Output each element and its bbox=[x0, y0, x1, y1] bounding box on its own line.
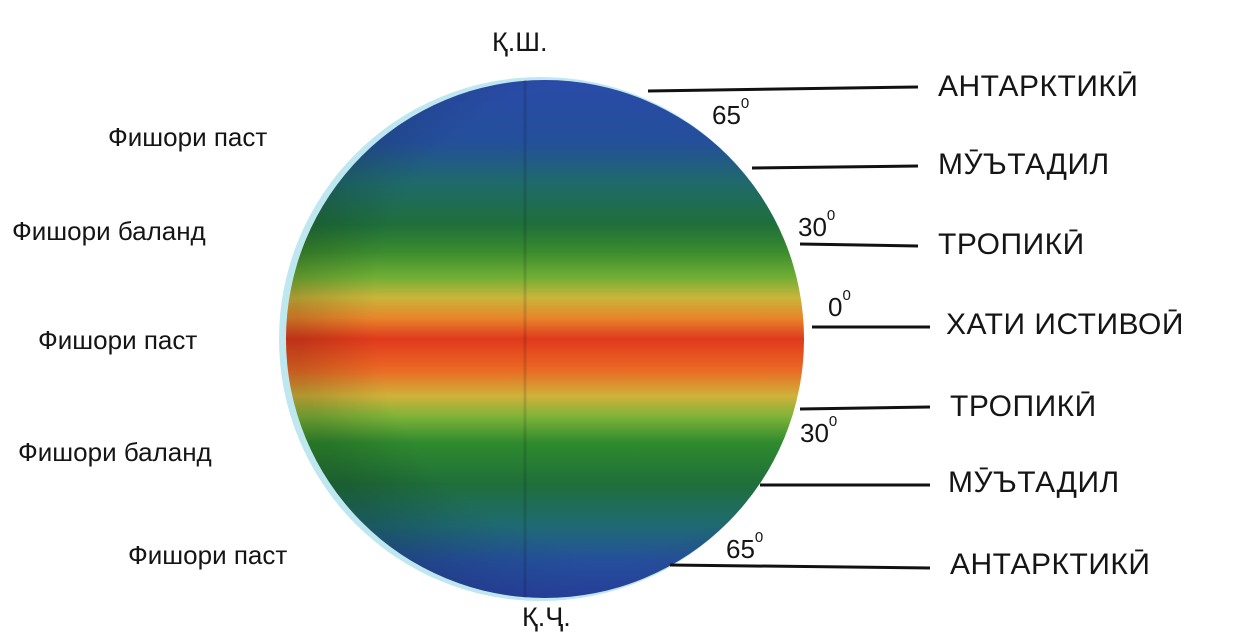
pointer-line-antarctic-south bbox=[669, 563, 931, 570]
left-label-pressure-3: Фишори паст bbox=[38, 325, 198, 355]
left-label-pressure-4: Фишори баланд bbox=[18, 437, 212, 467]
degree-label-65-north: 650 bbox=[712, 95, 750, 130]
pointer-line-antarctic-north bbox=[647, 85, 919, 93]
zone-label-equator: ХАТИ ИСТИВОӢ bbox=[946, 308, 1184, 341]
degree-label-30-north: 300 bbox=[798, 207, 836, 242]
degree-label-65-south: 650 bbox=[726, 529, 764, 564]
degree-label-0: 00 bbox=[828, 287, 851, 322]
pointer-line-temperate-north bbox=[751, 164, 919, 170]
pointer-line-tropic-north bbox=[799, 242, 919, 248]
zone-label-temperate-south: МӮЪТАДИЛ bbox=[948, 466, 1120, 499]
left-label-pressure-5: Фишори паст bbox=[128, 540, 288, 570]
south-pole-label: Қ.Ҷ. bbox=[522, 602, 571, 632]
zone-label-tropic-north: ТРОПИКӢ bbox=[938, 228, 1085, 261]
north-pole-label: Қ.Ш. bbox=[492, 27, 548, 57]
left-label-pressure-1: Фишори паст bbox=[108, 122, 268, 152]
left-label-pressure-2: Фишори баланд bbox=[12, 216, 206, 246]
pointer-line-tropic-south bbox=[799, 405, 931, 411]
zone-label-antarctic-south: АНТАРКТИКӢ bbox=[950, 548, 1151, 581]
globe-shading bbox=[286, 80, 804, 598]
zone-label-tropic-south: ТРОПИКӢ bbox=[950, 390, 1097, 423]
zone-label-temperate-north: МӮЪТАДИЛ bbox=[938, 148, 1110, 181]
zone-label-antarctic-north: АНТАРКТИКӢ bbox=[938, 70, 1139, 103]
degree-label-30-south: 300 bbox=[800, 413, 838, 448]
